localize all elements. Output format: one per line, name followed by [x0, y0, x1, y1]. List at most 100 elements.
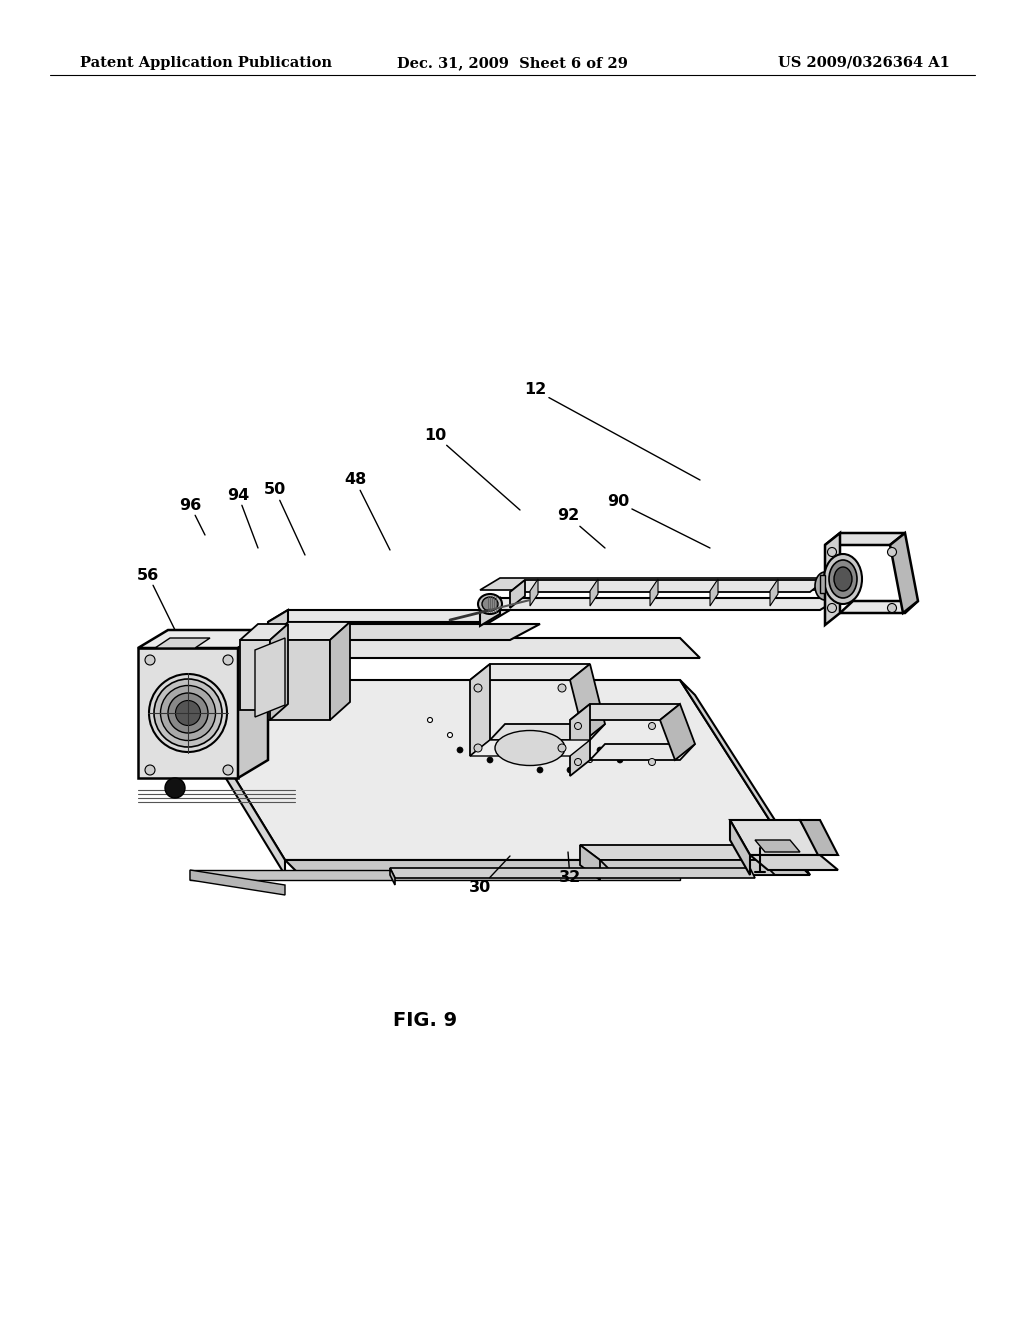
- Polygon shape: [138, 648, 238, 777]
- Polygon shape: [268, 624, 540, 640]
- Polygon shape: [770, 579, 778, 606]
- Polygon shape: [190, 870, 680, 880]
- Ellipse shape: [478, 594, 502, 614]
- Polygon shape: [240, 624, 288, 640]
- Ellipse shape: [815, 572, 835, 601]
- Circle shape: [477, 713, 482, 718]
- Circle shape: [474, 684, 482, 692]
- Text: 12: 12: [524, 383, 700, 480]
- Polygon shape: [820, 576, 825, 593]
- Polygon shape: [680, 680, 810, 875]
- Polygon shape: [470, 741, 590, 756]
- Polygon shape: [570, 704, 590, 776]
- Polygon shape: [490, 723, 605, 741]
- Polygon shape: [190, 870, 285, 895]
- Polygon shape: [240, 640, 270, 710]
- Polygon shape: [890, 533, 918, 612]
- Polygon shape: [530, 579, 538, 606]
- Ellipse shape: [834, 568, 852, 591]
- Polygon shape: [255, 638, 285, 717]
- Circle shape: [447, 733, 453, 738]
- Circle shape: [507, 747, 513, 752]
- Polygon shape: [138, 630, 268, 648]
- Circle shape: [648, 759, 655, 766]
- Circle shape: [497, 742, 503, 748]
- Polygon shape: [268, 640, 330, 719]
- Polygon shape: [570, 704, 680, 719]
- Circle shape: [527, 752, 532, 758]
- Ellipse shape: [495, 730, 565, 766]
- Circle shape: [888, 603, 896, 612]
- Polygon shape: [330, 622, 350, 719]
- Polygon shape: [800, 820, 838, 855]
- Polygon shape: [390, 869, 755, 878]
- Circle shape: [474, 744, 482, 752]
- Polygon shape: [510, 579, 525, 609]
- Circle shape: [558, 744, 566, 752]
- Polygon shape: [470, 664, 490, 756]
- Ellipse shape: [175, 701, 201, 726]
- Circle shape: [517, 756, 523, 763]
- Circle shape: [827, 603, 837, 612]
- Circle shape: [557, 742, 562, 747]
- Circle shape: [537, 767, 543, 774]
- Polygon shape: [480, 598, 500, 626]
- Ellipse shape: [154, 678, 222, 747]
- Polygon shape: [600, 861, 775, 875]
- Polygon shape: [155, 638, 210, 648]
- Circle shape: [165, 777, 185, 799]
- Circle shape: [487, 756, 493, 763]
- Polygon shape: [285, 861, 810, 875]
- Polygon shape: [510, 579, 825, 591]
- Polygon shape: [175, 680, 285, 875]
- Text: 92: 92: [557, 508, 605, 548]
- Circle shape: [597, 747, 603, 752]
- Circle shape: [648, 722, 655, 730]
- Polygon shape: [480, 598, 840, 610]
- Polygon shape: [755, 840, 800, 851]
- Polygon shape: [280, 638, 300, 671]
- Polygon shape: [238, 630, 268, 777]
- Polygon shape: [825, 533, 840, 624]
- Ellipse shape: [150, 675, 227, 752]
- Polygon shape: [650, 579, 658, 606]
- Polygon shape: [268, 624, 298, 667]
- Text: FIG. 9: FIG. 9: [393, 1011, 457, 1030]
- Circle shape: [538, 733, 543, 738]
- Polygon shape: [750, 855, 838, 870]
- Circle shape: [567, 767, 573, 774]
- Circle shape: [827, 548, 837, 557]
- Polygon shape: [840, 601, 918, 612]
- Circle shape: [588, 758, 593, 763]
- Polygon shape: [590, 744, 695, 760]
- Text: Patent Application Publication: Patent Application Publication: [80, 55, 332, 70]
- Polygon shape: [268, 610, 288, 642]
- Circle shape: [558, 684, 566, 692]
- Polygon shape: [730, 820, 750, 875]
- Circle shape: [477, 727, 483, 733]
- Polygon shape: [580, 845, 760, 861]
- Text: 10: 10: [424, 428, 520, 510]
- Polygon shape: [480, 578, 840, 590]
- Circle shape: [888, 548, 896, 557]
- Text: 90: 90: [607, 495, 710, 548]
- Polygon shape: [270, 624, 288, 719]
- Circle shape: [574, 759, 582, 766]
- Text: 94: 94: [227, 487, 258, 548]
- Ellipse shape: [168, 693, 208, 733]
- Polygon shape: [660, 704, 695, 760]
- Polygon shape: [268, 622, 350, 640]
- Ellipse shape: [829, 560, 857, 598]
- Circle shape: [427, 718, 432, 722]
- Circle shape: [617, 756, 623, 763]
- Text: 56: 56: [137, 568, 175, 630]
- Polygon shape: [740, 845, 775, 861]
- Circle shape: [457, 747, 463, 752]
- Polygon shape: [390, 869, 395, 884]
- Polygon shape: [730, 820, 820, 855]
- Polygon shape: [710, 579, 718, 606]
- Polygon shape: [175, 680, 795, 861]
- Text: US 2009/0326364 A1: US 2009/0326364 A1: [778, 55, 950, 70]
- Polygon shape: [280, 638, 700, 657]
- Polygon shape: [268, 610, 510, 622]
